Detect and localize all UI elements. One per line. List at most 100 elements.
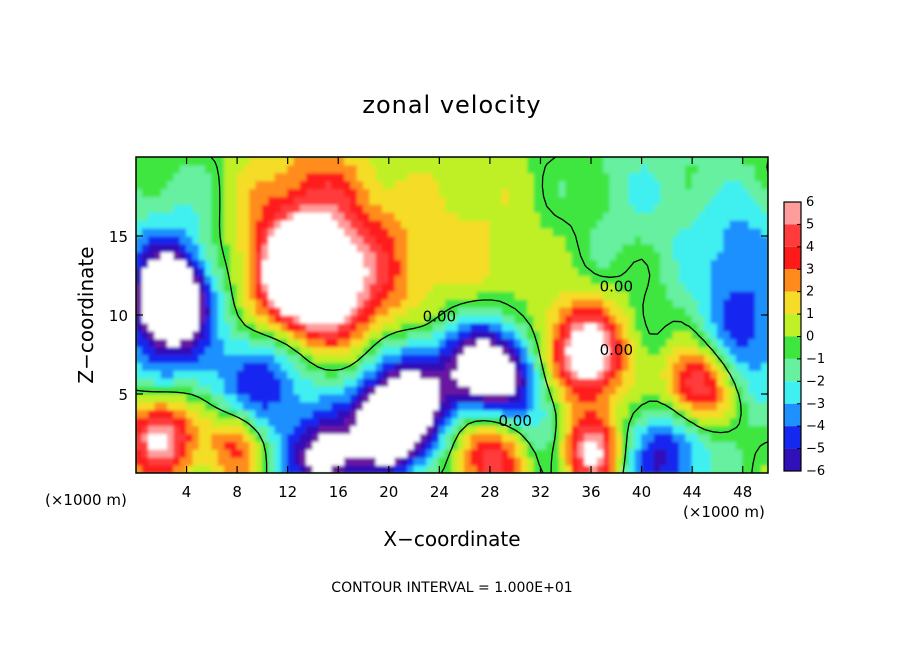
field-cell: [571, 219, 579, 229]
field-cell: [344, 172, 352, 182]
field-cell: [539, 346, 548, 355]
field-cell: [647, 401, 655, 411]
field-cell: [565, 172, 573, 182]
field-cell: [160, 401, 169, 411]
field-cell: [413, 377, 421, 387]
field-cell: [577, 425, 586, 434]
field-cell: [179, 369, 188, 379]
field-cell: [249, 401, 257, 411]
field-cell: [141, 401, 150, 411]
field-cell: [293, 338, 301, 348]
field-cell: [527, 306, 535, 316]
field-cell: [217, 361, 225, 371]
field-cell: [697, 456, 706, 466]
field-cell: [236, 338, 244, 348]
field-cell: [400, 172, 409, 182]
field-cell: [388, 401, 396, 411]
field-cell: [697, 227, 706, 237]
field-cell: [527, 346, 535, 355]
field-cell: [584, 290, 592, 300]
field-cell: [679, 211, 687, 221]
field-cell: [160, 157, 169, 166]
field-cell: [381, 235, 390, 245]
field-cell: [685, 259, 693, 269]
field-cell: [350, 188, 358, 197]
field-cell: [438, 433, 447, 442]
field-cell: [697, 267, 706, 276]
field-cell: [223, 354, 232, 363]
field-cell: [236, 243, 244, 253]
field-cell: [552, 275, 560, 284]
field-cell: [445, 409, 453, 419]
field-cell: [495, 314, 504, 324]
field-cell: [381, 275, 390, 284]
field-cell: [223, 188, 232, 197]
field-cell: [476, 243, 485, 253]
field-cell: [363, 369, 371, 379]
field-cell: [413, 409, 421, 419]
field-cell: [672, 354, 681, 363]
field-cell: [413, 425, 421, 434]
field-cell: [211, 227, 219, 237]
field-cell: [407, 251, 415, 261]
field-cell: [704, 338, 712, 348]
field-cell: [426, 393, 434, 403]
field-cell: [672, 172, 681, 182]
field-cell: [280, 243, 289, 253]
field-cell: [558, 219, 567, 229]
field-cell: [148, 211, 156, 221]
field-cell: [344, 338, 352, 348]
field-cell: [596, 211, 605, 221]
field-cell: [754, 440, 763, 450]
field-cell: [356, 227, 365, 237]
field-cell: [255, 440, 263, 450]
field-cell: [173, 417, 181, 427]
field-cell: [426, 369, 434, 379]
field-cell: [577, 354, 586, 363]
field-cell: [704, 417, 712, 427]
field-cell: [230, 227, 238, 237]
field-cell: [148, 314, 156, 324]
field-cell: [521, 203, 529, 213]
field-cell: [603, 456, 611, 466]
field-cell: [653, 298, 662, 308]
field-cell: [350, 354, 358, 363]
field-cell: [337, 219, 346, 229]
field-cell: [388, 377, 396, 387]
field-cell: [154, 330, 162, 340]
field-cell: [230, 417, 238, 427]
field-cell: [761, 409, 768, 419]
field-cell: [205, 330, 213, 340]
field-cell: [476, 298, 485, 308]
field-cell: [388, 385, 396, 395]
field-cell: [489, 282, 497, 292]
field-cell: [445, 157, 453, 166]
field-cell: [495, 346, 504, 355]
field-cell: [141, 172, 150, 182]
contour-interval-note: CONTOUR INTERVAL = 1.000E+01: [331, 580, 572, 596]
field-cell: [742, 211, 750, 221]
field-cell: [318, 298, 327, 308]
x-axis-title: X−coordinate: [383, 527, 520, 551]
field-cell: [672, 456, 681, 466]
field-cell: [735, 275, 744, 284]
field-cell: [754, 196, 763, 205]
field-cell: [255, 330, 263, 340]
field-cell: [369, 377, 377, 387]
field-cell: [205, 338, 213, 348]
field-cell: [217, 196, 225, 205]
field-cell: [514, 235, 523, 245]
field-cell: [306, 448, 314, 458]
field-cell: [438, 164, 447, 174]
field-cell: [590, 322, 598, 332]
field-cell: [438, 157, 447, 166]
field-cell: [375, 211, 383, 221]
field-cell: [337, 448, 346, 458]
field-cell: [223, 456, 232, 466]
field-cell: [761, 330, 768, 340]
field-cell: [527, 243, 535, 253]
field-cell: [546, 464, 554, 473]
field-cell: [388, 425, 396, 434]
field-cell: [363, 409, 371, 419]
field-cell: [748, 409, 756, 419]
